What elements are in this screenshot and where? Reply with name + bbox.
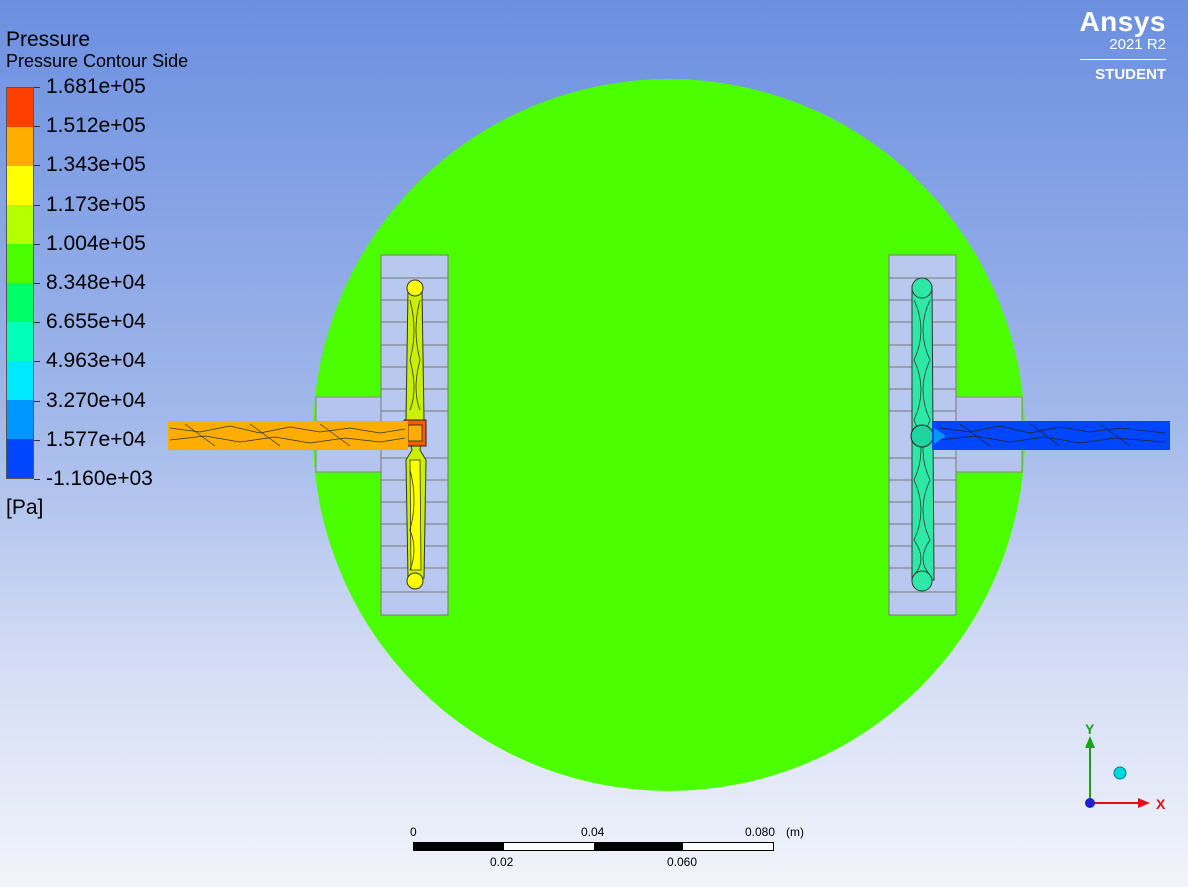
scale-label-3: 0.02 xyxy=(490,855,514,869)
scale-label-4: 0.060 xyxy=(667,855,698,869)
inlet-pipe xyxy=(168,421,408,450)
legend-swatch xyxy=(7,322,33,361)
brand-name: Ansys xyxy=(1079,6,1166,37)
scale-unit: (m) xyxy=(786,825,804,839)
legend-swatch xyxy=(7,439,33,478)
scale-bar-segments xyxy=(413,842,774,851)
ansys-logo: Ansys 2021 R2 STUDENT xyxy=(1079,6,1166,83)
legend-label: 1.343e+05 xyxy=(46,153,146,177)
legend-label: 3.270e+04 xyxy=(46,388,146,412)
axis-x-label: X xyxy=(1156,796,1166,812)
legend-tick xyxy=(34,322,40,324)
legend-subtitle: Pressure Contour Side xyxy=(6,51,189,71)
axis-y-label: Y xyxy=(1085,721,1095,737)
legend-swatch xyxy=(7,361,33,400)
legend-tick xyxy=(34,283,40,284)
scale-label-2: 0.080 xyxy=(745,825,776,839)
scale-label-0: 0 xyxy=(410,825,417,839)
legend-tick xyxy=(34,87,40,88)
legend-label: 1.004e+05 xyxy=(46,231,146,255)
legend-label: 1.173e+05 xyxy=(46,192,146,216)
outlet-pipe xyxy=(932,421,1170,450)
left-chamber-housing xyxy=(380,254,449,616)
legend-swatch xyxy=(7,283,33,322)
legend-unit: [Pa] xyxy=(6,496,44,519)
legend-label: 1.512e+05 xyxy=(46,114,146,138)
legend-swatch xyxy=(7,400,33,439)
legend-tick xyxy=(34,243,40,245)
legend-colorbar xyxy=(6,87,34,479)
brand-version: 2021 R2 xyxy=(1109,36,1166,53)
brand-divider xyxy=(1080,59,1166,60)
legend-tick xyxy=(34,479,40,480)
legend-title: Pressure xyxy=(6,28,91,51)
legend-tick xyxy=(34,400,40,402)
legend-label: 6.655e+04 xyxy=(46,310,146,334)
legend-label: 1.577e+04 xyxy=(46,427,146,451)
brand-edition: STUDENT xyxy=(1095,66,1166,83)
legend-swatch xyxy=(7,127,33,166)
legend-tick xyxy=(34,126,40,128)
legend-swatch xyxy=(7,205,33,244)
legend-tick xyxy=(34,204,40,206)
legend-tick xyxy=(34,439,40,441)
legend-swatch xyxy=(7,244,33,283)
legend-swatch xyxy=(7,166,33,205)
scale-label-1: 0.04 xyxy=(581,825,605,839)
scale-bar: 0 0.04 0.080 (m) 0.02 0.060 xyxy=(400,822,820,872)
legend-tick xyxy=(34,165,40,167)
legend-label: 8.348e+04 xyxy=(46,271,146,294)
legend-label: 1.681e+05 xyxy=(46,75,146,98)
axis-triad[interactable]: Y X xyxy=(1070,718,1180,818)
disk-region xyxy=(313,79,1025,791)
legend-swatch xyxy=(7,88,33,127)
legend-label: 4.963e+04 xyxy=(46,349,146,373)
legend-tick xyxy=(34,361,40,363)
legend-label: -1.160e+03 xyxy=(46,467,153,490)
